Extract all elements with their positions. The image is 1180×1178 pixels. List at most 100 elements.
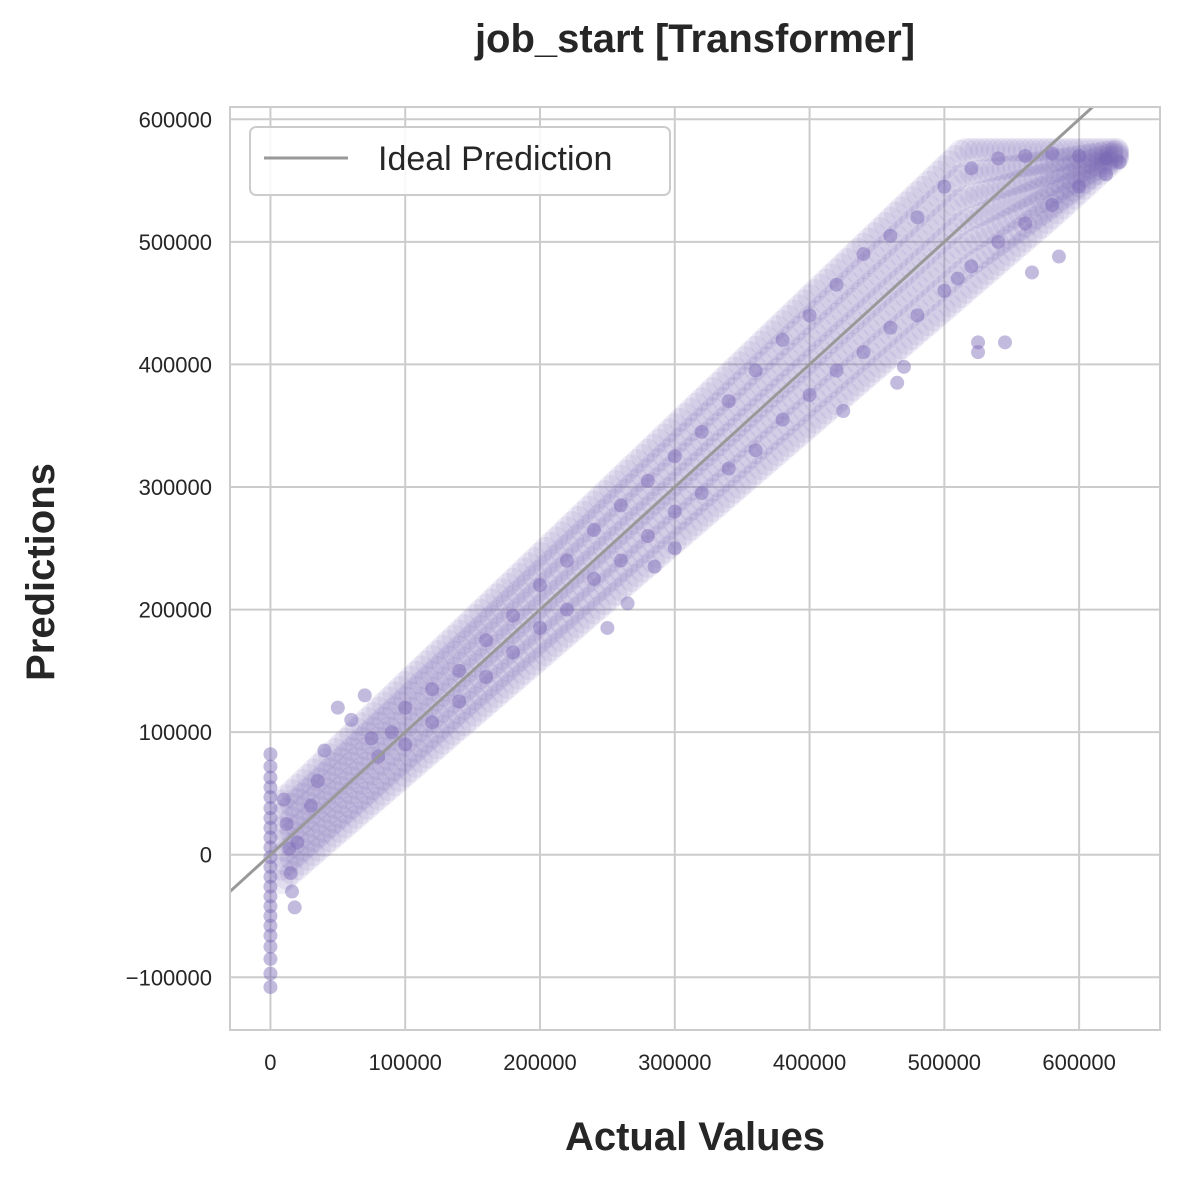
- scatter-point: [436, 709, 461, 734]
- scatter-point: [501, 584, 526, 609]
- scatter-point: [711, 387, 736, 412]
- scatter-point: [824, 369, 849, 394]
- scatter-point: [533, 624, 558, 649]
- scatter-point: [586, 571, 601, 586]
- scatter-point: [538, 549, 563, 574]
- scatter-point: [1094, 150, 1119, 175]
- scatter-point: [921, 236, 946, 261]
- scatter-point: [846, 260, 871, 285]
- scatter-point: [625, 468, 650, 493]
- scatter-point: [263, 801, 278, 816]
- scatter-point: [732, 449, 757, 474]
- scatter-point: [619, 530, 644, 555]
- scatter-point: [705, 432, 730, 457]
- scatter-point: [970, 180, 995, 205]
- scatter-point: [371, 691, 396, 716]
- scatter-point: [889, 196, 914, 221]
- scatter-point: [398, 696, 423, 721]
- scatter-point: [759, 362, 784, 387]
- scatter-point: [350, 726, 375, 751]
- scatter-point: [317, 743, 342, 768]
- scatter-point: [425, 655, 450, 680]
- scatter-point: [953, 185, 978, 210]
- scatter-point: [905, 274, 930, 299]
- scatter-point: [695, 442, 720, 467]
- scatter-point: [829, 297, 854, 322]
- scatter-point: [786, 337, 811, 362]
- scatter-point: [926, 184, 951, 209]
- legend-box: [249, 126, 671, 196]
- scatter-point: [743, 461, 768, 486]
- scatter-point: [937, 293, 962, 318]
- scatter-point: [306, 823, 331, 848]
- y-axis-label: Predictions: [19, 463, 63, 681]
- scatter-point: [571, 537, 596, 562]
- scatter-point: [716, 463, 741, 488]
- scatter-point: [549, 521, 574, 546]
- scatter-point: [1104, 143, 1129, 168]
- scatter-point: [932, 226, 957, 251]
- scatter-point: [856, 340, 881, 365]
- scatter-point: [560, 511, 585, 536]
- scatter-point: [641, 530, 666, 555]
- scatter-point: [344, 717, 369, 742]
- scatter-point: [700, 457, 725, 482]
- scatter-point: [851, 345, 876, 370]
- scatter-point: [948, 284, 973, 309]
- scatter-point: [501, 601, 526, 626]
- scatter-point: [603, 581, 628, 606]
- scatter-point: [420, 676, 445, 701]
- scatter-point: [943, 216, 968, 241]
- scatter-point: [398, 737, 413, 752]
- scatter-point: [280, 847, 304, 872]
- scatter-point: [517, 621, 542, 646]
- scatter-point: [479, 669, 494, 684]
- scatter-point: [1067, 159, 1092, 184]
- scatter-point: [457, 707, 482, 732]
- scatter-point: [1024, 265, 1039, 280]
- scatter-point: [420, 645, 445, 670]
- scatter-point: [662, 432, 687, 457]
- scatter-point: [797, 284, 822, 309]
- scatter-point: [1034, 161, 1059, 186]
- scatter-point: [1077, 137, 1102, 162]
- scatter-point: [468, 598, 493, 623]
- scatter-point: [684, 472, 709, 497]
- scatter-point: [625, 563, 650, 588]
- scatter-point: [544, 597, 569, 622]
- scatter-point: [587, 522, 612, 547]
- scatter-point: [549, 592, 574, 617]
- scatter-point: [797, 371, 822, 396]
- scatter-point: [1013, 137, 1038, 162]
- scatter-point: [754, 451, 779, 476]
- scatter-point: [1045, 169, 1070, 194]
- scatter-point: [344, 790, 369, 815]
- scatter-point: [384, 725, 399, 740]
- scatter-point: [1045, 146, 1060, 161]
- scatter-point: [829, 253, 854, 278]
- scatter-point: [652, 520, 676, 545]
- scatter-point: [296, 805, 321, 830]
- scatter-point: [506, 631, 531, 656]
- scatter-point: [1013, 213, 1038, 238]
- scatter-point: [1067, 145, 1092, 170]
- scatter-point: [792, 332, 817, 357]
- scatter-point: [312, 790, 337, 815]
- scatter-point: [678, 397, 703, 422]
- scatter-point: [441, 672, 466, 697]
- scatter-point: [571, 573, 596, 598]
- scatter-point: [878, 344, 903, 369]
- scatter-point: [970, 244, 995, 269]
- scatter-point: [997, 242, 1022, 267]
- scatter-point: [280, 860, 304, 885]
- scatter-point: [732, 470, 757, 495]
- scatter-point: [441, 721, 466, 746]
- scatter-point: [283, 866, 298, 881]
- scatter-point: [592, 535, 617, 560]
- scatter-point: [1013, 153, 1038, 178]
- scatter-point: [490, 628, 515, 653]
- scatter-point: [398, 700, 413, 715]
- scatter-point: [1013, 198, 1038, 223]
- scatter-point: [511, 660, 536, 685]
- scatter-point: [754, 346, 779, 371]
